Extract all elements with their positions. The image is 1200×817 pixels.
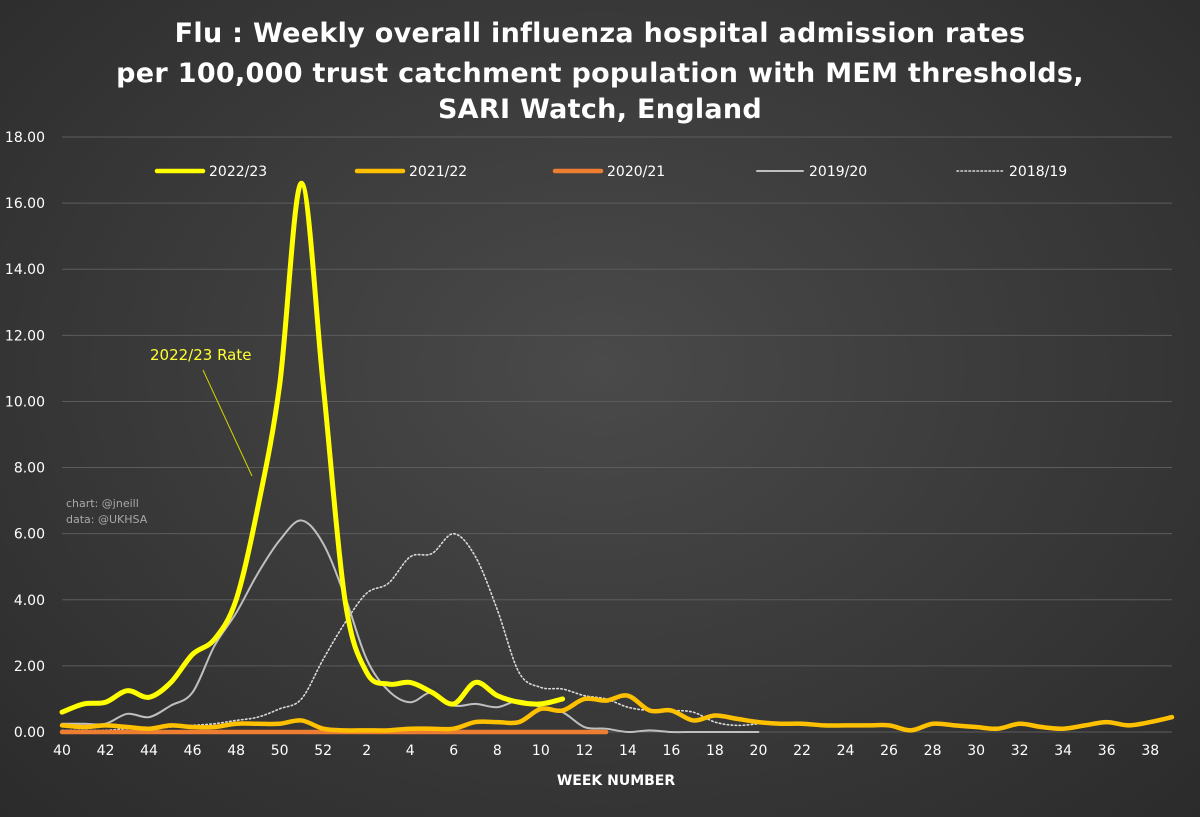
x-tick-label: 38	[1141, 743, 1159, 759]
legend-label: 2021/22	[409, 164, 467, 180]
legend-label: 2020/21	[607, 164, 665, 180]
annotation-leader-line	[202, 369, 253, 477]
series-line-2022-23	[59, 180, 566, 715]
y-tick-label: 4.00	[14, 593, 45, 609]
x-tick-label: 48	[227, 743, 245, 759]
x-tick-label: 52	[314, 743, 332, 759]
x-axis-ticks: 40 42 44 46 48 50 52 2 4 6 8 10 12 14 16 18 20 22 24 26 28 30…	[53, 743, 1159, 759]
x-tick-label: 36	[1098, 743, 1116, 759]
chart-title-line-1: Flu : Weekly overall influenza hospital …	[174, 18, 1026, 49]
credit-chart: chart: @jneill	[66, 497, 139, 510]
legend-label: 2022/23	[209, 164, 267, 180]
x-tick-label: 34	[1054, 743, 1072, 759]
annotation-label: 2022/23 Rate	[150, 346, 251, 364]
x-tick-label: 22	[793, 743, 811, 759]
y-tick-label: 0.00	[14, 725, 45, 741]
chart-title-line-3: SARI Watch, England	[437, 94, 763, 125]
x-tick-label: 46	[184, 743, 202, 759]
series-line-2021-22	[59, 693, 1175, 733]
legend: 2022/23 2021/22 2020/21 2019/20 2018/19	[154, 164, 1067, 180]
y-tick-label: 8.00	[14, 461, 45, 477]
y-tick-label: 12.00	[5, 328, 45, 344]
x-tick-label: 8	[493, 743, 502, 759]
x-tick-label: 16	[662, 743, 680, 759]
credit-data: data: @UKHSA	[66, 513, 148, 526]
series-lines	[59, 180, 1175, 735]
x-tick-label: 44	[140, 743, 158, 759]
y-tick-label: 14.00	[5, 262, 45, 278]
gridlines	[62, 136, 1172, 733]
x-tick-label: 28	[924, 743, 942, 759]
y-tick-label: 18.00	[5, 130, 45, 146]
x-tick-label: 18	[706, 743, 724, 759]
series-line-2018-19	[61, 532, 760, 732]
chart-title-line-2: per 100,000 trust catchment population w…	[116, 58, 1084, 89]
legend-label: 2019/20	[809, 164, 867, 180]
x-tick-label: 24	[837, 743, 855, 759]
series-line-2019-20	[61, 519, 760, 734]
x-tick-label: 40	[53, 743, 71, 759]
x-tick-label: 42	[97, 743, 115, 759]
x-tick-label: 6	[449, 743, 458, 759]
y-tick-label: 10.00	[5, 394, 45, 410]
x-tick-label: 26	[880, 743, 898, 759]
x-axis-title: WEEK NUMBER	[557, 773, 676, 789]
x-tick-label: 14	[619, 743, 637, 759]
x-tick-label: 32	[1011, 743, 1029, 759]
x-tick-label: 12	[575, 743, 593, 759]
legend-label: 2018/19	[1009, 164, 1067, 180]
x-tick-label: 2	[362, 743, 371, 759]
y-tick-label: 6.00	[14, 527, 45, 543]
x-tick-label: 20	[750, 743, 768, 759]
x-tick-label: 4	[406, 743, 415, 759]
y-tick-label: 2.00	[14, 659, 45, 675]
y-tick-label: 16.00	[5, 196, 45, 212]
x-tick-label: 30	[967, 743, 985, 759]
y-axis-ticks: 0.00 2.00 4.00 6.00 8.00 10.00 12.00 14.00 16.00…	[5, 130, 45, 741]
x-tick-label: 50	[271, 743, 289, 759]
x-tick-label: 10	[532, 743, 550, 759]
